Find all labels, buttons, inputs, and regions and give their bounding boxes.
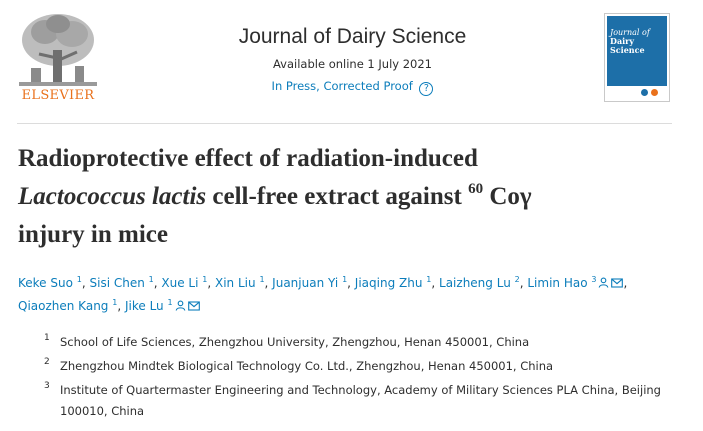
affiliation-marker[interactable]: 1 bbox=[167, 298, 173, 307]
affiliation-text: Zhengzhou Mindtek Biological Technology … bbox=[60, 359, 554, 373]
author-separator: , bbox=[81, 276, 90, 290]
affiliation-marker[interactable]: 1 bbox=[112, 298, 118, 307]
author-link[interactable]: Xue Li 1 bbox=[161, 275, 208, 291]
author-name[interactable]: Limin Hao bbox=[527, 276, 588, 290]
author-name[interactable]: Xue Li bbox=[161, 276, 199, 290]
affiliation-marker[interactable]: 2 bbox=[514, 275, 520, 284]
envelope-icon[interactable] bbox=[611, 273, 624, 295]
article-header: ELSEVIER Journal of Dairy Science Availa… bbox=[0, 0, 703, 123]
author-link[interactable]: Jike Lu 1 bbox=[125, 299, 200, 313]
affiliation-item: 2 Zhengzhou Mindtek Biological Technology… bbox=[44, 356, 684, 377]
available-online-date: Available online 1 July 2021 bbox=[272, 57, 433, 71]
affiliation-marker[interactable]: 1 bbox=[342, 275, 348, 284]
author-name[interactable]: Xin Liu bbox=[215, 276, 256, 290]
author-name[interactable]: Juanjuan Yi bbox=[272, 276, 339, 290]
journal-cover[interactable]: Journal of Dairy Science bbox=[604, 13, 670, 102]
author-name[interactable]: Keke Suo bbox=[18, 276, 73, 290]
author-name[interactable]: Jike Lu bbox=[124, 299, 164, 313]
author-separator: , bbox=[153, 276, 162, 290]
author-name[interactable]: Jiaqing Zhu bbox=[354, 276, 423, 290]
author-list: Keke Suo 1, Sisi Chen 1, Xue Li 1, Xin L… bbox=[18, 272, 678, 318]
author-link[interactable]: Xin Liu 1 bbox=[215, 275, 265, 291]
envelope-icon[interactable] bbox=[187, 296, 200, 318]
title-line-2: Lactococcus lactis cell-free extract aga… bbox=[18, 178, 668, 216]
article-status[interactable]: In Press, Corrected Proof ? bbox=[170, 79, 535, 96]
cover-title-line2: Dairy Science bbox=[610, 36, 645, 55]
author-name[interactable]: Qiaozhen Kang bbox=[18, 299, 109, 313]
cover-background bbox=[607, 16, 667, 99]
person-icon[interactable] bbox=[175, 296, 186, 318]
affiliation-marker[interactable]: 3 bbox=[591, 275, 597, 284]
author-name[interactable]: Laizheng Lu bbox=[439, 276, 511, 290]
cover-title: Journal of Dairy Science bbox=[610, 28, 666, 55]
author-separator: , bbox=[117, 299, 125, 313]
affiliation-text: School of Life Sciences, Zhengzhou Unive… bbox=[60, 335, 530, 349]
affiliation-marker[interactable]: 1 bbox=[259, 275, 265, 284]
affiliation-marker[interactable]: 1 bbox=[148, 275, 154, 284]
title-line-3: injury in mice bbox=[18, 221, 168, 248]
author-link[interactable]: Limin Hao 3 bbox=[527, 275, 624, 290]
affiliation-marker[interactable]: 1 bbox=[426, 275, 432, 284]
organism-name: Lactococcus lactis bbox=[18, 183, 207, 210]
publisher-name: ELSEVIER bbox=[21, 88, 95, 103]
cover-logo-dot bbox=[641, 89, 648, 96]
title-line-1: Radioprotective effect of radiation-indu… bbox=[18, 145, 478, 172]
author-separator: , bbox=[623, 276, 628, 290]
isotope-mass-number: 60 bbox=[468, 181, 484, 197]
affiliation-item: 1 School of Life Sciences, Zhengzhou Univ… bbox=[44, 332, 684, 353]
author-link[interactable]: Qiaozhen Kang 1 bbox=[18, 298, 118, 314]
affiliation-marker[interactable]: 1 bbox=[76, 275, 82, 284]
author-separator: , bbox=[519, 276, 528, 290]
author-link[interactable]: Laizheng Lu 2 bbox=[439, 275, 520, 291]
isotope-element: Coγ bbox=[483, 183, 532, 210]
author-link[interactable]: Juanjuan Yi 1 bbox=[272, 275, 348, 291]
affiliation-number: 1 bbox=[44, 333, 50, 343]
affiliation-number: 2 bbox=[44, 357, 50, 367]
affiliation-item: 3 Institute of Quartermaster Engineering … bbox=[44, 380, 684, 422]
affiliation-text: Institute of Quartermaster Engineering a… bbox=[60, 383, 661, 418]
author-separator: , bbox=[431, 276, 440, 290]
author-link[interactable]: Sisi Chen 1 bbox=[89, 275, 154, 291]
cover-logo-dot bbox=[651, 89, 658, 96]
author-separator: , bbox=[264, 276, 273, 290]
journal-title[interactable]: Journal of Dairy Science bbox=[238, 25, 467, 48]
author-separator: , bbox=[207, 276, 215, 290]
article-status-label[interactable]: In Press, Corrected Proof bbox=[271, 79, 413, 93]
cover-title-line1: Journal of bbox=[610, 28, 650, 37]
author-link[interactable]: Jiaqing Zhu 1 bbox=[354, 275, 432, 291]
cover-stripe bbox=[607, 86, 667, 99]
affiliation-marker[interactable]: 1 bbox=[202, 275, 208, 284]
article-title: Radioprotective effect of radiation-indu… bbox=[18, 140, 668, 254]
author-separator: , bbox=[347, 276, 355, 290]
help-icon[interactable]: ? bbox=[419, 82, 434, 96]
title-line-2-text: cell-free extract against bbox=[206, 183, 469, 210]
tree-icon bbox=[19, 14, 97, 86]
header-divider bbox=[17, 123, 672, 124]
person-icon[interactable] bbox=[598, 273, 609, 295]
author-link[interactable]: Keke Suo 1 bbox=[18, 275, 82, 291]
affiliation-number: 3 bbox=[44, 381, 50, 391]
elsevier-logo[interactable]: ELSEVIER bbox=[17, 10, 99, 106]
author-name[interactable]: Sisi Chen bbox=[89, 276, 145, 290]
